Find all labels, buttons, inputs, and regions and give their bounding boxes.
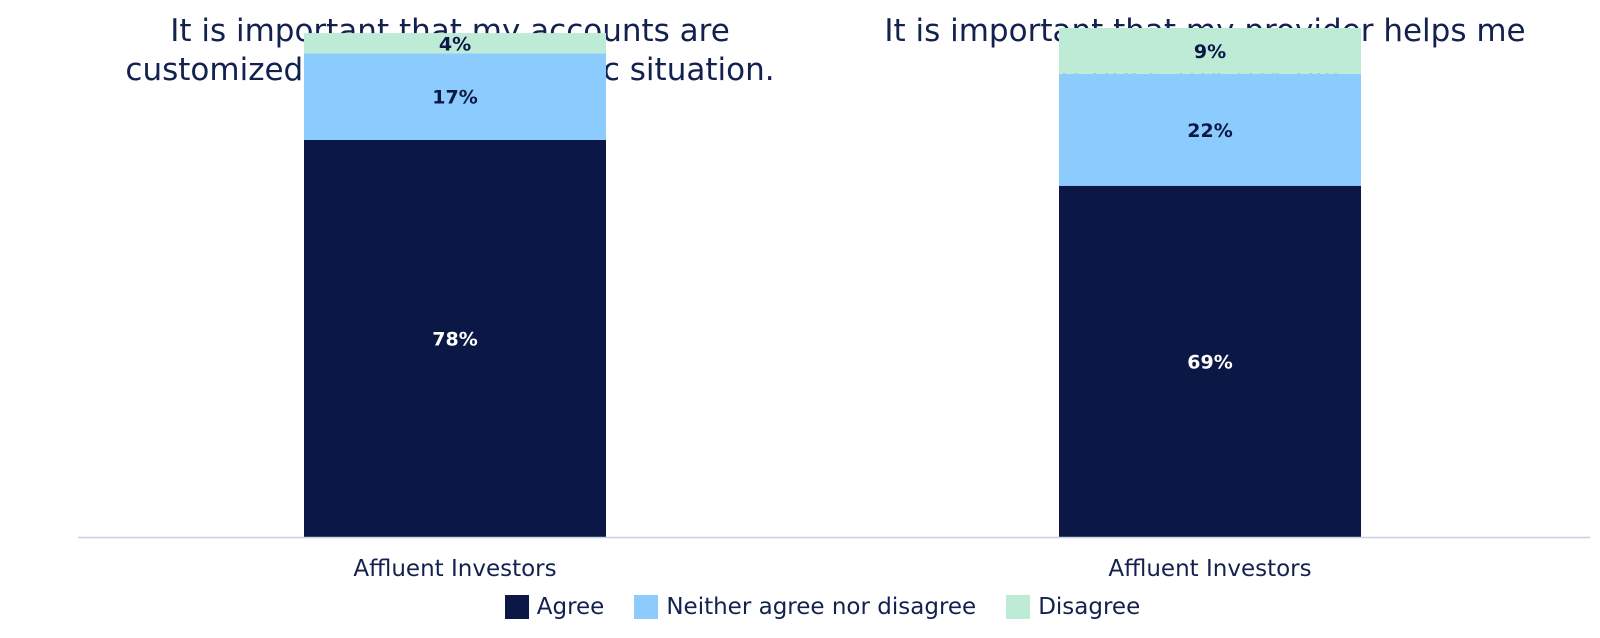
category-label-chart-2: Affluent Investors <box>1108 556 1311 582</box>
category-label-chart-1: Affluent Investors <box>353 556 556 582</box>
legend-label-neither: Neither agree nor disagree <box>666 594 977 620</box>
bar-segment-agree-chart-2 <box>1059 185 1361 538</box>
data-label-agree-chart-1: 78% <box>432 328 477 350</box>
data-label-disagree-chart-1: 4% <box>439 33 471 55</box>
data-label-agree-chart-2: 69% <box>1187 351 1232 373</box>
legend-swatch-disagree <box>1006 595 1031 619</box>
data-label-neither-agree-nor-disagree-chart-2: 22% <box>1187 120 1232 142</box>
legend: Agree Neither agree nor disagree Disagre… <box>0 594 1600 620</box>
legend-item-agree: Agree <box>504 594 605 620</box>
legend-item-disagree: Disagree <box>1006 594 1140 620</box>
legend-item-neither: Neither agree nor disagree <box>634 594 976 620</box>
bar-segment-neither-agree-nor-disagree-chart-1 <box>304 53 606 140</box>
legend-swatch-agree <box>504 595 529 619</box>
bar-segment-disagree-chart-2 <box>1059 28 1361 74</box>
legend-swatch-neither <box>634 595 659 619</box>
data-label-disagree-chart-2: 9% <box>1194 41 1226 63</box>
legend-label-disagree: Disagree <box>1038 594 1141 620</box>
legend-label-agree: Agree <box>536 594 605 620</box>
bar-segment-disagree-chart-1 <box>304 33 606 54</box>
bar-segment-neither-agree-nor-disagree-chart-2 <box>1059 73 1361 186</box>
data-label-neither-agree-nor-disagree-chart-1: 17% <box>432 87 477 109</box>
bar-segment-agree-chart-1 <box>304 139 606 538</box>
